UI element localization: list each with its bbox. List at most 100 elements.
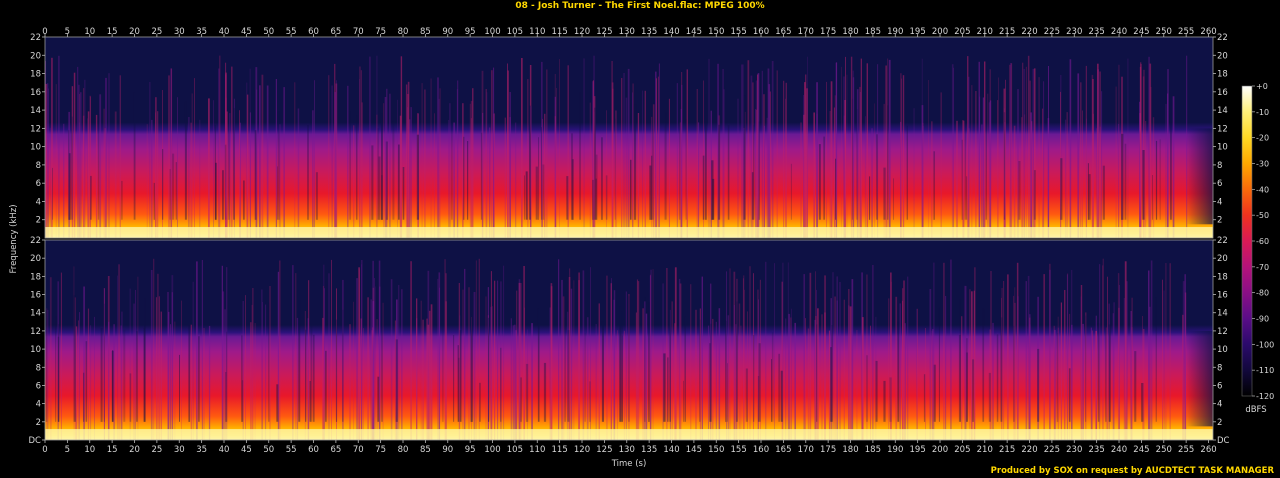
y-tick-label-right: 6 xyxy=(1217,179,1222,189)
x-tick-label-top: 50 xyxy=(263,27,274,37)
x-tick-label-top: 165 xyxy=(775,27,791,37)
x-tick-label-top: 85 xyxy=(420,27,431,37)
x-tick-label: 210 xyxy=(977,445,993,455)
y-tick-label: 18 xyxy=(30,70,41,80)
y-tick-label: 8 xyxy=(36,363,41,373)
chart-title: 08 - Josh Turner - The First Noel.flac: … xyxy=(515,1,765,11)
x-tick-label-top: 150 xyxy=(708,27,724,37)
x-tick-label-top: 175 xyxy=(820,27,836,37)
y-tick-label-right: 18 xyxy=(1217,70,1228,80)
x-tick-label: 195 xyxy=(910,445,926,455)
y-tick-label: 6 xyxy=(36,179,41,189)
x-tick-label-top: 235 xyxy=(1089,27,1105,37)
y-tick-label: 2 xyxy=(36,418,41,428)
x-tick-label: 0 xyxy=(42,445,47,455)
y-tick-label-right: DC xyxy=(1217,436,1230,446)
colorbar-tick-label: -50 xyxy=(1256,211,1269,220)
x-tick-label: 225 xyxy=(1044,445,1060,455)
x-tick-label: 100 xyxy=(484,445,500,455)
y-tick-label-right: 8 xyxy=(1217,363,1222,373)
x-tick-label: 155 xyxy=(731,445,747,455)
x-tick-label-top: 180 xyxy=(842,27,858,37)
x-tick-label: 170 xyxy=(798,445,814,455)
y-tick-label: 16 xyxy=(30,88,41,98)
colorbar-tick-label: -120 xyxy=(1256,392,1274,401)
x-tick-label: 185 xyxy=(865,445,881,455)
y-tick-label-right: 4 xyxy=(1217,197,1222,207)
y-tick-label: 2 xyxy=(36,216,41,226)
x-tick-label: 90 xyxy=(442,445,453,455)
y-tick-label: 12 xyxy=(30,327,41,337)
x-tick-label: 245 xyxy=(1133,445,1149,455)
x-tick-label: 45 xyxy=(241,445,252,455)
x-tick-label: 250 xyxy=(1156,445,1172,455)
x-tick-label: 160 xyxy=(753,445,769,455)
x-tick-label-top: 45 xyxy=(241,27,252,37)
x-tick-label-top: 195 xyxy=(910,27,926,37)
x-tick-label: 105 xyxy=(507,445,523,455)
x-tick-label: 140 xyxy=(663,445,679,455)
x-tick-label: 70 xyxy=(353,445,364,455)
x-tick-label-top: 125 xyxy=(596,27,612,37)
y-tick-label: 14 xyxy=(30,309,41,319)
x-tick-label: 200 xyxy=(932,445,948,455)
colorbar-tick-label: -10 xyxy=(1256,108,1269,117)
x-tick-label: 205 xyxy=(954,445,970,455)
x-tick-label-top: 0 xyxy=(42,27,47,37)
x-tick-label-top: 230 xyxy=(1066,27,1082,37)
x-tick-label: 235 xyxy=(1089,445,1105,455)
y-tick-label-right: 10 xyxy=(1217,143,1228,153)
x-tick-label-top: 205 xyxy=(954,27,970,37)
x-tick-label-top: 15 xyxy=(107,27,118,37)
y-tick-label-right: 10 xyxy=(1217,345,1228,355)
colorbar-tick-label: -80 xyxy=(1256,289,1269,298)
channel-2-transients xyxy=(45,258,1187,440)
y-tick-label-right: 12 xyxy=(1217,124,1228,134)
x-tick-label-top: 250 xyxy=(1156,27,1172,37)
x-tick-label-top: 215 xyxy=(999,27,1015,37)
x-tick-label-top: 210 xyxy=(977,27,993,37)
y-tick-label: 16 xyxy=(30,291,41,301)
x-tick-label: 255 xyxy=(1178,445,1194,455)
x-axis-label: Time (s) xyxy=(611,459,647,469)
x-tick-label-top: 115 xyxy=(552,27,568,37)
y-tick-label: 20 xyxy=(30,51,41,61)
y-tick-label-right: 22 xyxy=(1217,33,1228,43)
colorbar-tick-label: -70 xyxy=(1256,263,1269,272)
x-tick-label-top: 55 xyxy=(286,27,297,37)
y-tick-label-right: 20 xyxy=(1217,254,1228,264)
x-tick-label: 260 xyxy=(1200,445,1216,455)
colorbar-tick-label: -60 xyxy=(1256,237,1269,246)
y-tick-label: 20 xyxy=(30,254,41,264)
y-tick-label: 6 xyxy=(36,381,41,391)
x-tick-label-top: 160 xyxy=(753,27,769,37)
x-tick-label-top: 40 xyxy=(219,27,230,37)
colorbar-tick-label: -110 xyxy=(1256,366,1274,375)
x-tick-label: 25 xyxy=(151,445,162,455)
x-tick-label-top: 80 xyxy=(398,27,409,37)
y-tick-label: 22 xyxy=(30,236,41,246)
credit-text: Produced by SOX on request by AUCDTECT T… xyxy=(990,466,1274,476)
x-tick-label: 55 xyxy=(286,445,297,455)
x-tick-label-top: 70 xyxy=(353,27,364,37)
x-tick-label: 35 xyxy=(196,445,207,455)
colorbar-tick-label: -20 xyxy=(1256,134,1269,143)
y-tick-label: 14 xyxy=(30,106,41,116)
x-tick-label-top: 140 xyxy=(663,27,679,37)
x-tick-label-top: 135 xyxy=(641,27,657,37)
x-tick-label: 215 xyxy=(999,445,1015,455)
x-tick-label: 240 xyxy=(1111,445,1127,455)
y-tick-label-right: 4 xyxy=(1217,400,1222,410)
channel-1-transients xyxy=(45,55,1188,239)
y-tick-label: 22 xyxy=(30,33,41,43)
colorbar-tick-label: -30 xyxy=(1256,160,1269,169)
y-tick-label-right: 16 xyxy=(1217,291,1228,301)
y-tick-label-right: 20 xyxy=(1217,51,1228,61)
x-tick-label: 80 xyxy=(398,445,409,455)
x-tick-label-top: 170 xyxy=(798,27,814,37)
x-tick-label: 135 xyxy=(641,445,657,455)
y-tick-label: 4 xyxy=(36,197,41,207)
x-tick-label: 175 xyxy=(820,445,836,455)
